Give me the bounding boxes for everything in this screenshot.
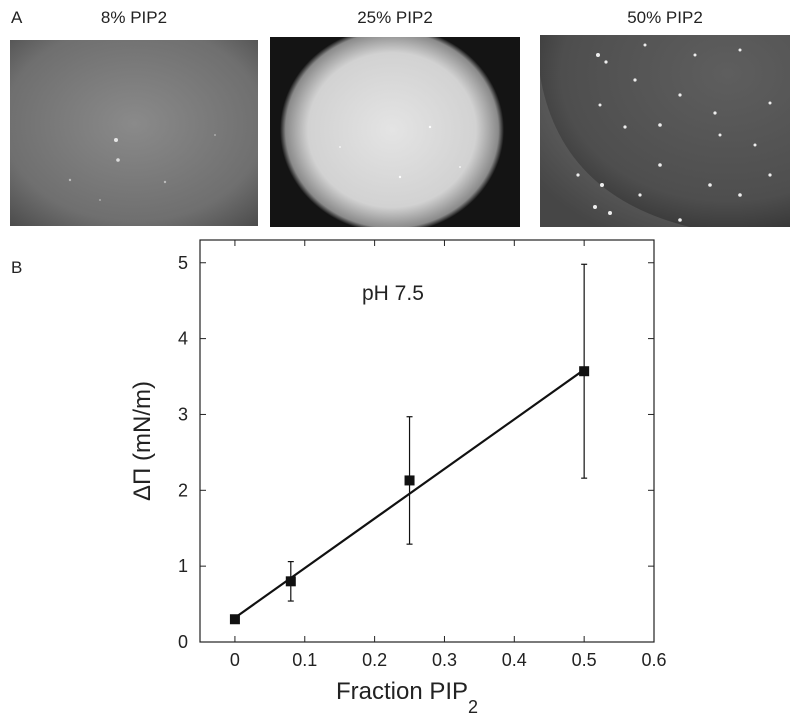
micrograph-50pct — [540, 35, 790, 227]
x-tick-label: 0 — [230, 650, 240, 670]
x-tick-label: 0.6 — [641, 650, 666, 670]
image-title-25pct: 25% PIP2 — [357, 8, 433, 27]
micrograph-25pct — [270, 37, 520, 227]
x-axis-label: Fraction PIP2 — [336, 678, 478, 717]
x-ticks: 0 0.1 0.2 0.3 0.4 0.5 0.6 — [230, 240, 667, 670]
chart-annotation: pH 7.5 — [362, 282, 424, 305]
x-tick-label: 0.2 — [362, 650, 387, 670]
x-axis-label-subscript: 2 — [468, 697, 478, 717]
y-tick-label: 3 — [178, 404, 188, 424]
x-tick-label: 0.5 — [572, 650, 597, 670]
y-ticks: 0 1 2 3 4 5 — [178, 253, 654, 652]
data-markers — [229, 366, 590, 625]
x-tick-label: 0.1 — [292, 650, 317, 670]
error-bars — [287, 263, 588, 602]
micrograph-8pct — [10, 40, 258, 226]
x-axis-label-main: Fraction PIP — [336, 678, 468, 705]
y-tick-label: 0 — [178, 632, 188, 652]
y-tick-label: 1 — [178, 556, 188, 576]
plot-frame — [199, 239, 655, 643]
image-title-50pct: 50% PIP2 — [627, 8, 703, 27]
data-point-marker — [285, 576, 296, 587]
panel-a-label: A — [11, 8, 23, 27]
x-tick-label: 0.3 — [432, 650, 457, 670]
data-point-marker — [404, 475, 415, 486]
panel-b-label: B — [11, 258, 23, 277]
data-point-marker — [229, 614, 240, 625]
y-tick-label: 5 — [178, 253, 188, 273]
y-tick-label: 2 — [178, 480, 188, 500]
y-axis-label: ΔΠ (mN/m) — [129, 381, 156, 501]
x-tick-label: 0.4 — [502, 650, 527, 670]
data-point-marker — [579, 366, 590, 377]
image-title-8pct: 8% PIP2 — [100, 8, 168, 27]
y-tick-label: 4 — [178, 329, 188, 349]
